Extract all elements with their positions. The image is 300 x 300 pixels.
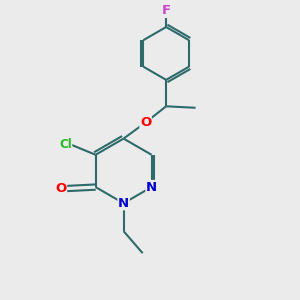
Text: Cl: Cl <box>59 138 72 151</box>
Text: N: N <box>118 197 129 210</box>
Text: O: O <box>55 182 67 195</box>
Text: O: O <box>140 116 151 129</box>
Text: F: F <box>162 4 171 17</box>
Text: N: N <box>146 181 157 194</box>
